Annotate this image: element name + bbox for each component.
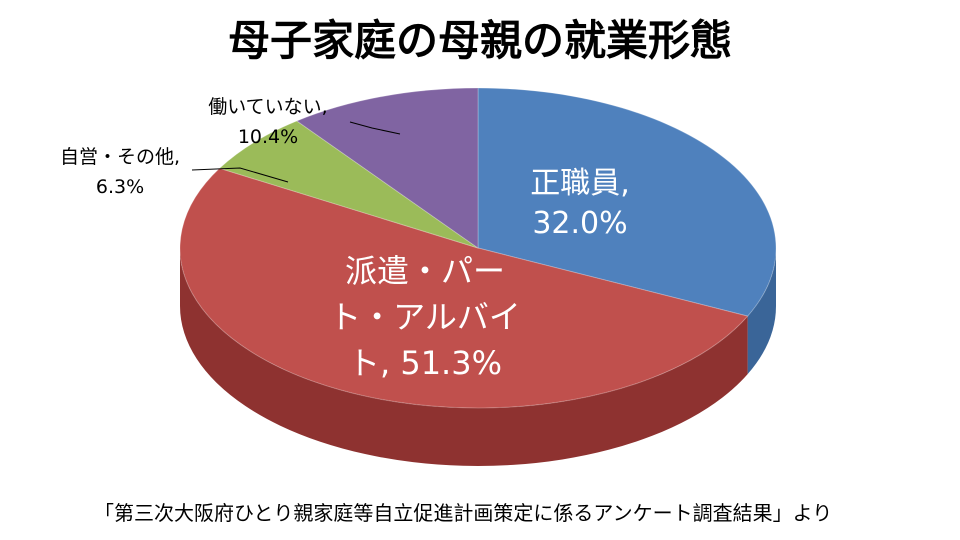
slice-label-3-line-1: 10.4% xyxy=(238,126,298,148)
leader-line-3 xyxy=(349,121,401,135)
slice-label-0-line-1: 32.0% xyxy=(532,206,627,241)
slice-label-2-line-0: 自営・その他, xyxy=(60,146,180,168)
slice-1 xyxy=(179,167,749,409)
slice-label-1-line-1: ト・アルバイ xyxy=(329,298,521,336)
slice-3 xyxy=(295,87,479,249)
slice-side-0 xyxy=(747,248,776,375)
leader-line-2 xyxy=(191,167,289,183)
slice-label-2-line-1: 6.3% xyxy=(96,176,144,198)
slice-label-1-line-2: ト, 51.3% xyxy=(348,344,502,382)
pie-sides xyxy=(179,248,776,467)
source-note: 「第三次大阪府ひとり親家庭等自立促進計画策定に係るアンケート調査結果」より xyxy=(94,501,833,525)
slice-label-1-line-0: 派遣・パー xyxy=(345,252,505,290)
slice-0 xyxy=(477,87,777,317)
slice-label-3-line-0: 働いていない, xyxy=(208,96,327,118)
slice-2 xyxy=(218,120,479,249)
pie-tops xyxy=(179,87,777,409)
slice-side-1 xyxy=(179,248,748,467)
chart-title: 母子家庭の母親の就業形態 xyxy=(227,16,732,65)
slice-label-0-line-0: 正職員, xyxy=(530,166,630,201)
